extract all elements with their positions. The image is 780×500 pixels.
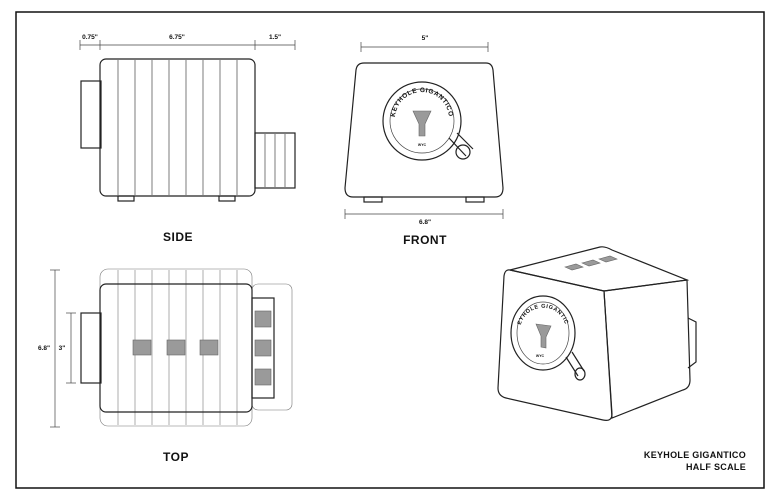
iso-logo-text: KEYHOLE GIGANTICO (0, 0, 569, 326)
iso-back-handle (687, 317, 697, 369)
side-view-label: SIDE (163, 230, 193, 244)
top-slot-2 (166, 339, 186, 356)
top-inner-dimension-line (66, 312, 76, 384)
isometric-view: KEYHOLE GIGANTICO WYC (0, 0, 697, 421)
front-view-label: FRONT (403, 233, 447, 247)
side-dim-body-label: 6.75" (169, 34, 185, 41)
front-logo-dial: KEYHOLE GIGANTICO WYC (382, 81, 474, 161)
title-line-1: KEYHOLE GIGANTICO (644, 450, 746, 460)
top-slot-1 (132, 339, 152, 356)
iso-keyhole-icon (535, 323, 552, 349)
iso-logo-maker: WYC (536, 354, 545, 358)
top-outer-dimension-line (50, 269, 60, 428)
front-view: 5" KEYHOLE GIGANTICO WYC 6.8" FRONT (344, 35, 504, 247)
side-right-handle (254, 132, 296, 189)
side-dim-right-label: 1.5" (269, 34, 281, 41)
title-line-2: HALF SCALE (686, 462, 746, 472)
top-dim-inner-label: 3" (59, 345, 66, 352)
handle-slot-2 (254, 339, 272, 357)
top-handle (251, 297, 275, 399)
sheet-border (15, 11, 765, 489)
front-body (344, 62, 504, 198)
iso-top-face (509, 246, 690, 292)
side-left-knob (80, 80, 102, 149)
iso-top-slots (564, 255, 618, 271)
top-slot-3 (199, 339, 219, 356)
iso-logo-dial: KEYHOLE GIGANTICO WYC (0, 0, 586, 381)
side-dimension-line (79, 40, 296, 50)
front-dim-bottom-label: 6.8" (419, 219, 431, 226)
iso-front-face (497, 269, 613, 421)
top-base-ribs (117, 270, 238, 425)
side-body-ribs (117, 60, 238, 195)
front-logo-maker: WYC (418, 143, 427, 147)
front-foot-left (363, 196, 383, 203)
iso-right-face (603, 279, 691, 419)
keyhole-icon (412, 110, 432, 137)
title-block: KEYHOLE GIGANTICO HALF SCALE (644, 450, 746, 472)
side-handle-ribs (264, 134, 286, 187)
side-foot-right (218, 195, 236, 202)
top-left-knob (80, 312, 102, 384)
front-foot-right (465, 196, 485, 203)
front-bottom-dimension-line (344, 209, 504, 219)
side-foot-left (117, 195, 135, 202)
top-view-label: TOP (163, 450, 189, 464)
side-view: 0.75" 6.75" 1.5" SIDE (79, 34, 296, 244)
front-top-dimension-line (360, 42, 489, 52)
top-dim-outer-label: 6.8" (38, 345, 50, 352)
handle-slot-1 (254, 310, 272, 328)
handle-slot-3 (254, 368, 272, 386)
top-view: 6.8" 3" (38, 268, 293, 464)
side-body (99, 58, 256, 197)
front-dim-top-label: 5" (422, 35, 429, 42)
side-dim-left-label: 0.75" (82, 34, 98, 41)
